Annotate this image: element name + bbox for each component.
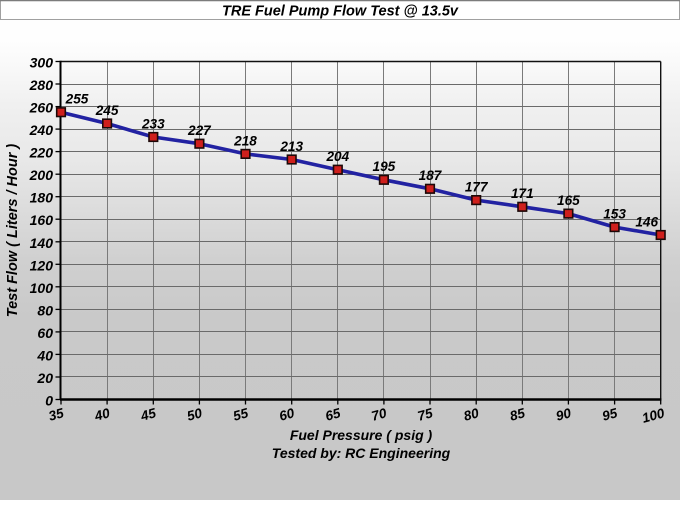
svg-text:100: 100 [640, 405, 666, 425]
svg-text:50: 50 [185, 405, 204, 424]
svg-text:75: 75 [416, 405, 435, 424]
svg-text:227: 227 [187, 123, 212, 138]
svg-text:171: 171 [511, 186, 534, 201]
svg-text:85: 85 [508, 405, 527, 424]
svg-text:Test Flow ( Liters / Hour ): Test Flow ( Liters / Hour ) [5, 144, 21, 318]
svg-text:177: 177 [465, 180, 489, 195]
svg-text:140: 140 [30, 235, 54, 251]
svg-text:233: 233 [141, 116, 165, 131]
svg-text:35: 35 [47, 405, 66, 424]
svg-text:240: 240 [29, 122, 54, 138]
svg-text:Fuel Pressure ( psig ): Fuel Pressure ( psig ) [290, 427, 433, 443]
svg-text:40: 40 [92, 405, 112, 424]
svg-text:245: 245 [95, 103, 119, 118]
svg-text:204: 204 [325, 149, 349, 164]
svg-text:120: 120 [30, 257, 54, 273]
svg-text:80: 80 [462, 405, 481, 424]
svg-text:195: 195 [373, 159, 396, 174]
svg-text:280: 280 [29, 77, 54, 93]
svg-text:200: 200 [29, 167, 54, 183]
svg-text:220: 220 [29, 145, 54, 161]
svg-text:90: 90 [554, 405, 573, 424]
svg-text:218: 218 [233, 133, 257, 148]
svg-text:60: 60 [37, 325, 53, 341]
svg-text:100: 100 [30, 280, 54, 296]
svg-text:65: 65 [324, 405, 343, 424]
svg-text:60: 60 [278, 405, 297, 424]
svg-text:Tested by: RC Engineering: Tested by: RC Engineering [272, 445, 451, 461]
svg-text:70: 70 [370, 405, 389, 424]
svg-text:187: 187 [419, 168, 443, 183]
svg-text:160: 160 [30, 212, 54, 228]
svg-text:260: 260 [29, 100, 54, 116]
svg-text:153: 153 [603, 207, 626, 222]
svg-text:80: 80 [37, 302, 53, 318]
svg-text:255: 255 [65, 92, 89, 107]
svg-text:0: 0 [45, 393, 53, 409]
svg-text:300: 300 [30, 55, 54, 71]
svg-text:95: 95 [600, 405, 619, 424]
svg-text:TRE Fuel Pump Flow Test @ 13.5: TRE Fuel Pump Flow Test @ 13.5v [222, 4, 459, 20]
svg-text:180: 180 [30, 190, 54, 206]
svg-text:20: 20 [36, 370, 53, 386]
svg-text:146: 146 [635, 214, 658, 229]
svg-text:165: 165 [557, 193, 580, 208]
svg-text:45: 45 [138, 405, 158, 424]
svg-text:55: 55 [231, 405, 250, 424]
svg-text:213: 213 [279, 139, 303, 154]
svg-text:40: 40 [36, 347, 53, 363]
